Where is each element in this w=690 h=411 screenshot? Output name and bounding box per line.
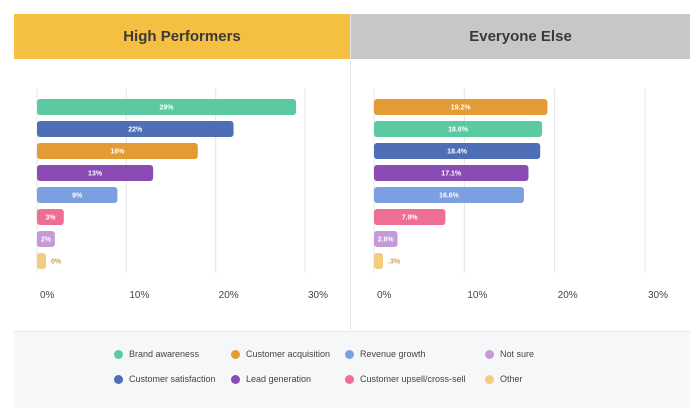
legend-item: Customer upsell/cross-sell — [345, 374, 466, 384]
bar — [374, 99, 548, 115]
legend-item: Brand awareness — [114, 349, 199, 359]
legend-dot-icon — [345, 349, 354, 359]
legend: Brand awareness Customer acquisition Reven… — [14, 331, 690, 408]
bar-label: 9% — [72, 193, 83, 200]
bar — [37, 165, 154, 181]
x-tick-label: 30% — [648, 290, 668, 301]
bar — [37, 121, 234, 137]
bar — [37, 231, 55, 247]
legend-label: Lead generation — [246, 374, 312, 384]
panel-title-high-performers: High Performers — [123, 28, 241, 45]
bar-label: 17.1% — [441, 171, 462, 178]
bar — [37, 253, 46, 269]
legend-dot-icon — [345, 374, 354, 384]
bar — [374, 165, 529, 181]
x-tick-label: 0% — [40, 290, 55, 301]
x-tick-label: 0% — [377, 290, 392, 301]
header-everyone-else: Everyone Else — [351, 14, 690, 59]
bar-label: 18% — [110, 149, 125, 156]
x-tick-label: 30% — [308, 290, 328, 301]
legend-label: Brand awareness — [129, 349, 200, 359]
bar-label: 29% — [160, 105, 175, 112]
bar-label: 2% — [41, 237, 52, 244]
chart-high-performers-svg: 0% 10% 20% 30% 29% 22% 18% 13% 9% 3% 2% 0% — [36, 89, 328, 301]
legend-label: Other — [500, 374, 523, 384]
bar-label: 19.2% — [451, 105, 472, 112]
bar — [374, 143, 541, 159]
legend-dot-icon — [231, 374, 240, 384]
legend-dot-icon — [231, 349, 240, 359]
bar — [374, 209, 446, 225]
bar — [374, 121, 543, 137]
bar — [37, 209, 64, 225]
panel-divider — [350, 14, 351, 330]
legend-dot-icon — [485, 374, 494, 384]
bar — [37, 143, 198, 159]
legend-dot-icon — [114, 374, 123, 384]
legend-label: Customer upsell/cross-sell — [360, 374, 466, 384]
legend-item: Not sure — [485, 349, 534, 359]
legend-item: Customer satisfaction — [114, 374, 216, 384]
legend-label: Customer satisfaction — [129, 374, 216, 384]
bar — [37, 99, 297, 115]
header-high-performers: High Performers — [14, 14, 350, 59]
bar-label: 18.6% — [448, 127, 469, 134]
x-tick-label: 10% — [129, 290, 149, 301]
bar-label: 2.6% — [378, 237, 395, 244]
x-tick-label: 10% — [467, 290, 487, 301]
legend-item: Other — [485, 374, 523, 384]
bar-label: 13% — [88, 171, 103, 178]
chart-everyone-else: 0% 10% 20% 30% 19.2% 18.6% 18.4% 17.1% 16.6% 7.9%… — [351, 59, 690, 329]
bar — [374, 187, 524, 203]
x-tick-label: 20% — [219, 290, 239, 301]
chart-everyone-else-svg: 0% 10% 20% 30% 19.2% 18.6% 18.4% 17.1% 16.6% 7.9%… — [373, 89, 668, 301]
bar — [374, 253, 383, 269]
bar — [37, 187, 118, 203]
legend-label: Revenue growth — [360, 349, 426, 359]
bar-label: 0% — [51, 259, 62, 266]
x-tick-label: 20% — [558, 290, 578, 301]
bar-label: 18.4% — [447, 149, 468, 156]
legend-item: Lead generation — [231, 374, 311, 384]
panel-title-everyone-else: Everyone Else — [469, 28, 572, 45]
legend-item: Customer acquisition — [231, 349, 330, 359]
bar-label: .3% — [388, 259, 401, 266]
bar-label: 22% — [128, 127, 143, 134]
legend-dot-icon — [114, 349, 123, 359]
legend-item: Revenue growth — [345, 349, 426, 359]
legend-label: Not sure — [500, 349, 535, 359]
legend-dot-icon — [485, 349, 494, 359]
legend-label: Customer acquisition — [246, 349, 331, 359]
bar-label: 16.6% — [439, 193, 460, 200]
chart-high-performers: 0% 10% 20% 30% 29% 22% 18% 13% 9% 3% 2% 0% — [14, 59, 350, 329]
bar — [374, 231, 398, 247]
bar-label: 3% — [45, 215, 56, 222]
bar-label: 7.9% — [402, 215, 419, 222]
